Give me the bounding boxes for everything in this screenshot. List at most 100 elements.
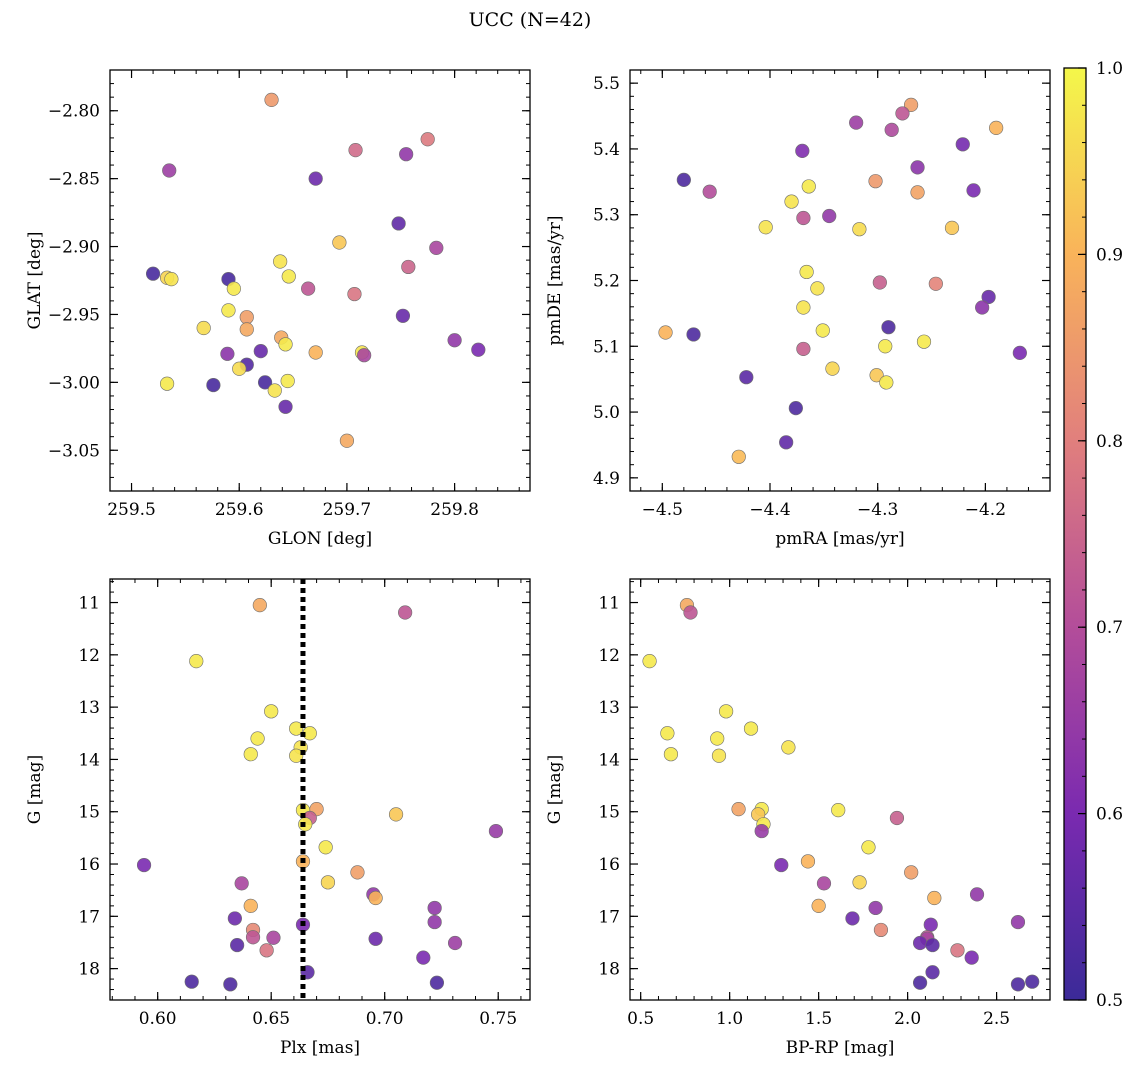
data-point — [796, 341, 811, 357]
data-point — [910, 185, 925, 200]
data-point — [889, 810, 905, 826]
y-tick-label: −2.80 — [48, 102, 100, 122]
data-point — [779, 435, 794, 450]
data-point — [816, 876, 832, 891]
data-point — [289, 721, 304, 736]
data-point — [401, 259, 416, 275]
data-point — [925, 965, 940, 980]
data-point — [280, 373, 295, 389]
panel-spatial: 259.5 259.6 259.7 259.8 −2.80 −2.85 −2.90 −2.95… — [25, 69, 531, 549]
data-point — [391, 216, 406, 231]
data-point — [852, 222, 867, 237]
panel-color-magnitude: 0.5 1.0 1.5 2.0 2.5 11 12 13 14 15 16 17 18 BP-RP [ma… — [545, 578, 1051, 1058]
data-point — [257, 375, 273, 390]
data-point — [810, 281, 825, 296]
data-point — [881, 320, 896, 335]
data-point — [145, 266, 161, 281]
data-point — [221, 303, 236, 318]
data-point — [253, 344, 268, 359]
data-point — [162, 163, 177, 178]
data-point — [320, 875, 336, 890]
y-tick-label: 5.3 — [593, 206, 620, 226]
axes-frame — [109, 578, 531, 1001]
x-tick-label: 1.5 — [805, 1009, 832, 1029]
data-point — [849, 115, 864, 130]
y-tick-label: 5.5 — [593, 74, 620, 94]
data-point — [710, 731, 725, 746]
x-tick-label: −4.2 — [965, 500, 1006, 520]
data-point — [196, 320, 211, 336]
colorbar-tick-label: 0.8 — [1096, 432, 1123, 452]
data-point — [642, 654, 657, 669]
data-point — [243, 747, 258, 762]
x-tick-label: 259.6 — [215, 500, 264, 520]
x-axis-label: Plx [mas] — [280, 1038, 360, 1058]
data-point — [420, 132, 435, 147]
colorbar: 0.5 0.6 0.7 0.8 0.9 1.0 — [1063, 59, 1123, 1011]
y-tick-label: 5.0 — [593, 403, 620, 423]
data-point — [852, 875, 867, 890]
data-point — [781, 740, 796, 755]
data-point — [266, 930, 281, 945]
data-point — [955, 137, 970, 152]
data-point — [981, 289, 996, 305]
data-point — [399, 147, 414, 162]
data-point — [184, 974, 199, 989]
data-point — [243, 898, 258, 913]
data-point — [289, 748, 304, 763]
data-point — [868, 900, 883, 916]
y-tick-label: 12 — [78, 646, 100, 666]
data-point — [928, 276, 943, 291]
data-point — [795, 143, 810, 159]
data-point — [281, 269, 296, 284]
colorbar-fill — [1064, 68, 1086, 1000]
data-point — [388, 807, 404, 822]
data-point — [815, 323, 830, 338]
data-point — [230, 937, 245, 953]
data-point — [416, 950, 431, 965]
data-point — [427, 914, 442, 930]
data-point — [868, 174, 883, 189]
axes-frame — [629, 69, 1051, 492]
data-point — [904, 865, 919, 880]
panel-parallax-magnitude: 0.60 0.65 0.70 0.75 11 12 13 14 15 16 17 18 Plx [mas… — [25, 578, 531, 1058]
x-tick-label: 1.0 — [716, 1009, 743, 1029]
data-point — [811, 898, 826, 913]
x-tick-label: 0.65 — [252, 1009, 290, 1029]
x-tick-label: 0.60 — [139, 1009, 177, 1029]
data-point — [879, 375, 894, 390]
data-point — [301, 281, 316, 296]
data-point — [488, 823, 504, 839]
y-axis-label: pmDE [mas/yr] — [545, 215, 565, 345]
data-point — [368, 890, 383, 906]
data-point — [796, 210, 811, 226]
data-point — [1012, 345, 1027, 360]
data-point — [273, 254, 288, 269]
data-point — [159, 376, 175, 391]
x-axis-label: GLON [deg] — [268, 529, 372, 549]
y-tick-label: 17 — [78, 907, 100, 927]
data-point — [278, 399, 293, 414]
data-point — [164, 272, 179, 287]
data-point — [663, 747, 679, 762]
data-point — [800, 854, 816, 869]
data-point — [774, 857, 789, 873]
y-tick-label: 15 — [598, 803, 620, 823]
colorbar-frame — [1063, 67, 1087, 1001]
data-point — [872, 275, 887, 290]
data-point — [447, 333, 462, 348]
y-tick-label: 17 — [598, 907, 620, 927]
data-point — [989, 120, 1004, 135]
data-point — [711, 748, 727, 763]
data-point — [754, 823, 769, 839]
data-point — [245, 930, 261, 945]
y-tick-label: −2.90 — [48, 238, 100, 258]
y-tick-label: 18 — [598, 960, 620, 980]
data-point — [884, 122, 899, 137]
data-point — [1010, 977, 1026, 992]
data-point — [227, 911, 242, 926]
colorbar-tick-label: 0.9 — [1096, 245, 1123, 265]
y-tick-label: 5.4 — [593, 140, 620, 160]
data-point — [966, 183, 981, 198]
data-point — [796, 300, 811, 315]
